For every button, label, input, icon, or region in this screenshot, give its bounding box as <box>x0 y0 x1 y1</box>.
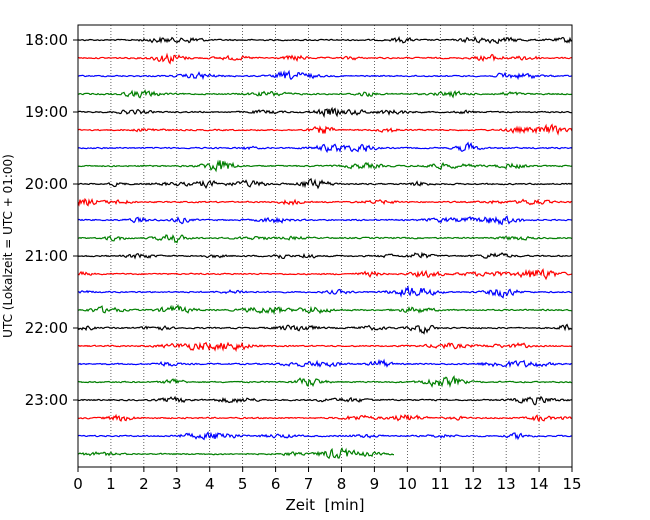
plot-frame <box>77 24 573 468</box>
trace-line <box>77 395 573 406</box>
trace-line <box>77 341 573 353</box>
trace-line <box>77 431 573 441</box>
x-tick-label: 1 <box>106 475 116 493</box>
y-tick-label: 23:00 <box>25 391 68 409</box>
trace-line <box>77 251 573 260</box>
y-axis: 18:00 19:00 20:00 21:00 22:00 23:00 <box>25 31 78 409</box>
x-tick-label: 9 <box>370 475 380 493</box>
x-tick-label: 10 <box>398 475 417 493</box>
trace-group <box>77 35 573 460</box>
trace-line <box>77 123 573 136</box>
y-tick-label: 18:00 <box>25 31 68 49</box>
trace-line <box>77 177 573 190</box>
x-tick-label: 2 <box>139 475 149 493</box>
trace-line <box>77 447 394 460</box>
x-tick-label: 13 <box>497 475 516 493</box>
trace-line <box>77 285 573 299</box>
x-tick-label: 5 <box>238 475 248 493</box>
x-tick-label: 15 <box>562 475 581 493</box>
y-tick-label: 19:00 <box>25 103 68 121</box>
x-tick-label: 0 <box>73 475 83 493</box>
trace-line <box>77 268 573 281</box>
trace-line <box>77 141 573 154</box>
y-tick-label: 22:00 <box>25 319 68 337</box>
x-tick-label: 6 <box>271 475 281 493</box>
y-axis-label: UTC (Lokalzeit = UTC + 01:00) <box>1 154 15 338</box>
trace-line <box>77 69 573 81</box>
y-tick-label: 21:00 <box>25 247 68 265</box>
trace-line <box>77 413 573 423</box>
x-tick-label: 4 <box>205 475 215 493</box>
trace-line <box>77 52 573 65</box>
trace-line <box>77 35 573 44</box>
x-tick-label: 14 <box>530 475 549 493</box>
x-tick-label: 12 <box>464 475 483 493</box>
x-axis: 0 1 2 3 4 5 6 7 8 9 10 11 12 13 14 15 <box>73 467 582 493</box>
trace-line <box>77 159 573 173</box>
trace-line <box>77 215 573 226</box>
trace-line <box>77 323 573 335</box>
x-axis-label: Zeit [min] <box>285 496 364 514</box>
trace-line <box>77 106 573 118</box>
trace-line <box>77 358 573 368</box>
x-tick-label: 7 <box>304 475 314 493</box>
x-tick-label: 8 <box>337 475 347 493</box>
trace-line <box>77 304 573 316</box>
x-tick-label: 11 <box>431 475 450 493</box>
trace-line <box>77 375 573 388</box>
x-tick-label: 3 <box>172 475 182 493</box>
trace-line <box>77 234 573 244</box>
trace-line <box>77 197 573 207</box>
y-tick-label: 20:00 <box>25 175 68 193</box>
trace-line <box>77 89 573 99</box>
